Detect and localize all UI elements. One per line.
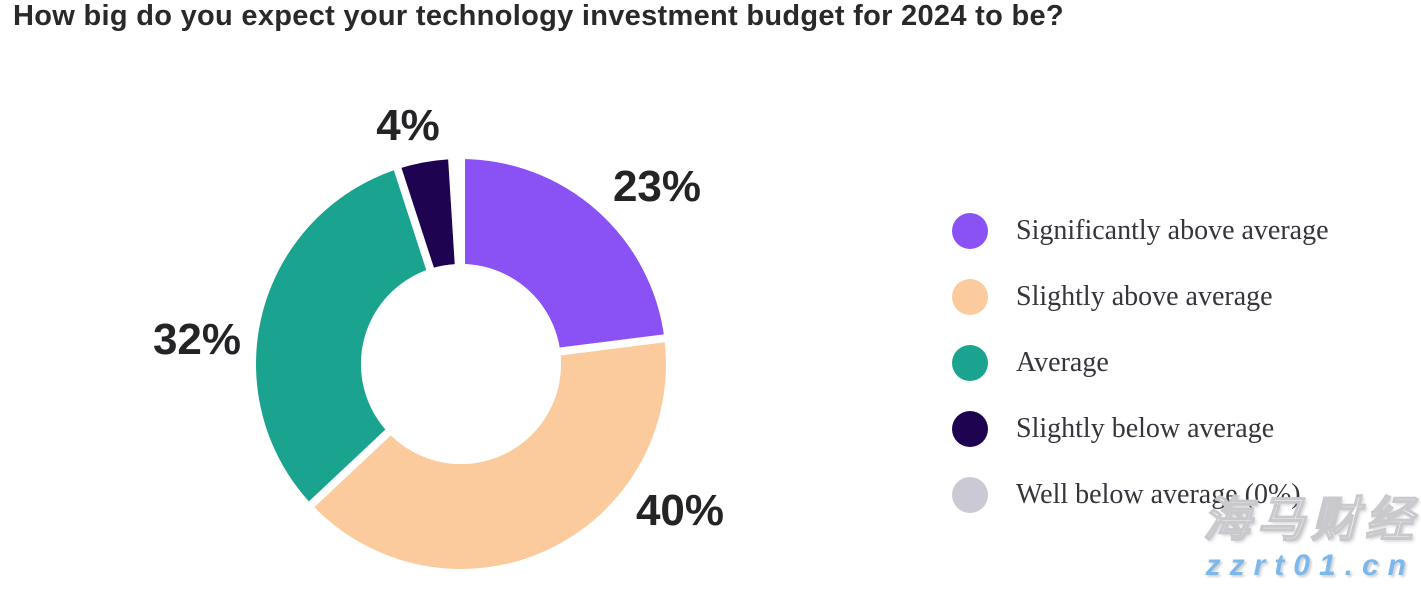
legend-item-slightly-below: Slightly below average [952,411,1329,447]
slice-gap [549,333,674,357]
donut-hole [361,264,561,464]
legend-item-slightly-above: Slightly above average [952,279,1329,315]
legend-swatch-circle [952,411,988,447]
legend-item-label: Slightly below average [1016,413,1275,444]
slice-label-average: 32% [152,315,242,364]
donut-slice [255,169,431,505]
donut-chart [241,144,681,584]
legend-swatch-circle [952,345,988,381]
watermark-brand: 海马财经 [1202,493,1419,548]
legend-item-label: Average [1016,347,1109,378]
watermark-site: zzrt01.cn [1205,549,1415,582]
slice-label-slightly-below: 4% [376,101,440,150]
legend-swatch-circle [952,477,988,513]
legend-item-label: Significantly above average [1016,215,1329,246]
legend-item-well-below: Well below average (0%) [952,477,1329,513]
donut-slice [397,159,455,269]
donut-slice [461,159,665,352]
slice-gap [391,159,437,280]
slice-label-slightly-above: 40% [635,486,725,535]
legend-item-significantly-above: Significantly above average [952,213,1329,249]
slice-gap [302,422,399,514]
legend-item-average: Average [952,345,1329,381]
legend-swatch-circle [952,213,988,249]
donut-slice [311,338,666,569]
legend-item-label: Slightly above average [1016,281,1273,312]
chart-title: How big do you expect your technology in… [13,0,1064,32]
donut-svg [255,150,674,569]
legend-swatch-circle [952,279,988,315]
legend: Significantly above average Slightly abo… [952,213,1329,513]
legend-item-label: Well below average (0%) [1016,479,1301,510]
slice-label-significantly-above: 23% [612,162,702,211]
